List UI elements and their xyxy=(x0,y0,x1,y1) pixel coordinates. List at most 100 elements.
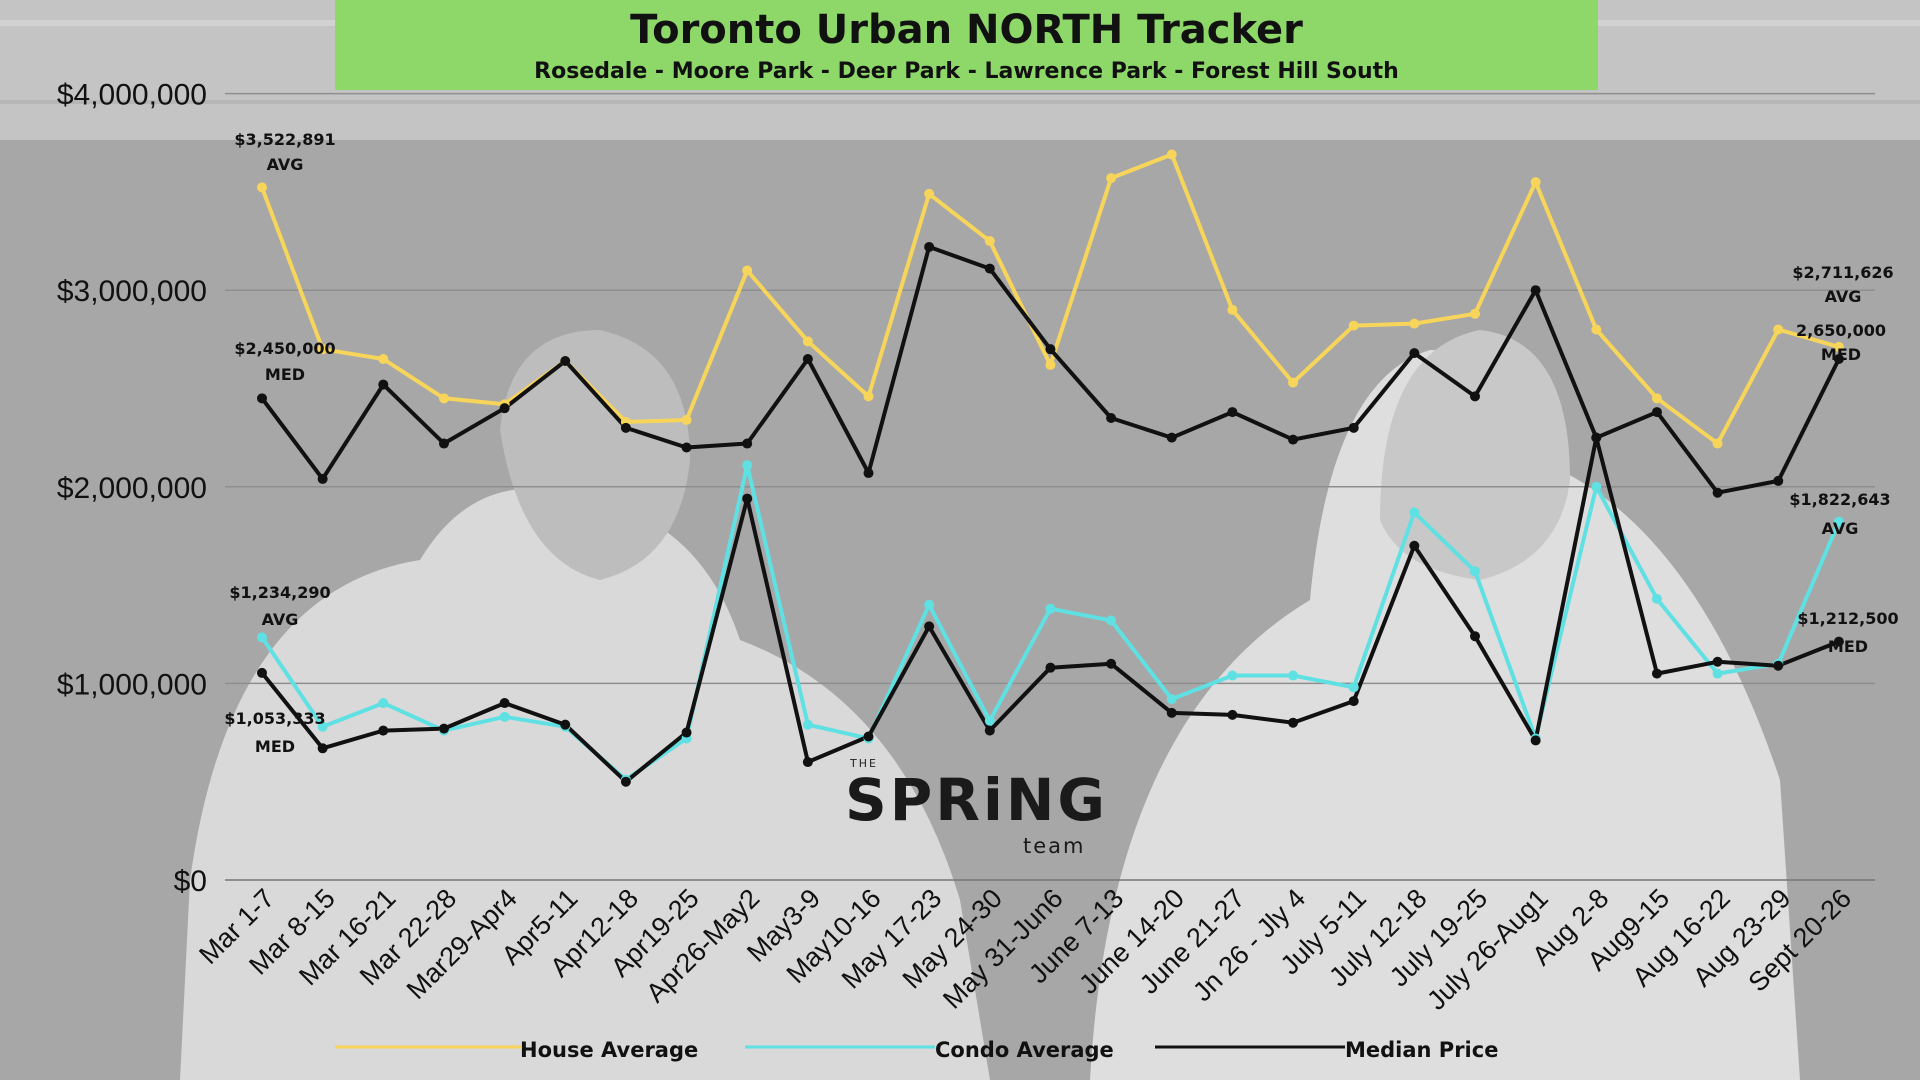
y-tick-label: $4,000,000 xyxy=(57,79,207,112)
data-point xyxy=(317,721,328,732)
annotation-value: $2,450,000 xyxy=(234,339,335,358)
data-point xyxy=(1166,707,1177,718)
data-point xyxy=(1591,324,1602,335)
data-point xyxy=(924,188,935,199)
data-point xyxy=(1833,341,1844,352)
annotation-tag: MED xyxy=(265,365,305,384)
data-point xyxy=(1651,393,1662,404)
data-point xyxy=(681,414,692,425)
annotation-tag: AVG xyxy=(1822,519,1859,538)
annotation-value: $1,212,500 xyxy=(1797,609,1898,628)
data-point xyxy=(1833,354,1844,365)
data-point xyxy=(984,236,995,247)
data-point xyxy=(1409,348,1420,359)
logo-the: THE xyxy=(850,757,878,770)
data-point xyxy=(1106,173,1117,184)
chart-subtitle: Rosedale - Moore Park - Deer Park - Lawr… xyxy=(534,59,1399,84)
data-point xyxy=(1712,668,1723,679)
data-point xyxy=(378,354,389,365)
data-point xyxy=(1773,660,1784,671)
data-point xyxy=(438,723,449,734)
data-point xyxy=(1591,432,1602,443)
data-point xyxy=(499,698,510,709)
data-point xyxy=(560,355,571,366)
y-tick-label: $1,000,000 xyxy=(57,668,207,701)
data-point xyxy=(1773,324,1784,335)
data-point xyxy=(1227,407,1238,418)
y-tick-label: $3,000,000 xyxy=(57,275,207,308)
data-point xyxy=(1348,696,1359,707)
data-point xyxy=(742,460,753,471)
data-point xyxy=(317,473,328,484)
data-point xyxy=(984,715,995,726)
annotation-value: $1,234,290 xyxy=(229,583,330,602)
data-point xyxy=(1288,717,1299,728)
data-point xyxy=(863,731,874,742)
data-point xyxy=(1833,636,1844,647)
data-point xyxy=(802,354,813,365)
data-point xyxy=(1470,631,1480,642)
data-point xyxy=(1409,507,1420,518)
data-point xyxy=(1712,438,1723,449)
annotation-tag: AVG xyxy=(267,155,304,174)
data-point xyxy=(1227,670,1238,681)
data-point xyxy=(1348,320,1359,331)
data-point xyxy=(1651,407,1662,418)
annotation-value: $1,053,333 xyxy=(224,709,325,728)
annotation-tag: MED xyxy=(1828,637,1868,656)
data-point xyxy=(1045,359,1056,370)
data-point xyxy=(1591,481,1602,492)
data-point xyxy=(1045,344,1056,355)
data-point xyxy=(1106,658,1117,669)
data-labels: $3,522,891 AVG $2,450,000 MED $1,234,290 AVG $… xyxy=(224,130,1898,756)
data-point xyxy=(924,599,935,610)
annotation-tag: AVG xyxy=(262,610,299,629)
y-tick-label: $0 xyxy=(174,865,207,898)
data-point xyxy=(1651,668,1662,679)
data-point xyxy=(257,182,267,193)
annotation-value: 2,650,000 xyxy=(1796,321,1886,340)
series-line-2 xyxy=(260,463,1841,782)
data-point xyxy=(802,757,813,768)
data-point xyxy=(1712,656,1723,667)
annotation-tag: MED xyxy=(1821,345,1861,364)
data-point xyxy=(1651,593,1662,604)
data-point xyxy=(499,403,510,414)
data-point xyxy=(1348,422,1359,433)
series-lines xyxy=(260,152,1841,784)
data-point xyxy=(1288,670,1299,681)
data-point xyxy=(863,468,874,479)
data-point xyxy=(742,438,753,449)
annotation-value: $2,711,626 xyxy=(1792,263,1893,282)
data-point xyxy=(1166,149,1177,160)
data-point xyxy=(863,391,874,402)
data-point xyxy=(438,393,449,404)
chart-title: Toronto Urban NORTH Tracker xyxy=(630,7,1303,53)
data-point xyxy=(681,442,692,453)
data-point xyxy=(1288,434,1299,445)
data-point xyxy=(984,725,995,736)
data-point xyxy=(1470,391,1480,402)
data-point xyxy=(742,265,753,276)
data-point xyxy=(1227,709,1238,720)
y-tick-label: $2,000,000 xyxy=(57,472,207,505)
series-line-1 xyxy=(260,152,1840,446)
data-point xyxy=(1530,285,1541,296)
data-point xyxy=(924,621,935,632)
title-banner: Toronto Urban NORTH Tracker Rosedale - M… xyxy=(335,0,1598,90)
spring-team-logo: THE SPRiNG team xyxy=(845,752,1105,862)
legend-label: House Average xyxy=(520,1038,698,1062)
data-point xyxy=(560,719,571,730)
data-point xyxy=(1470,566,1480,577)
legend: House Average Condo Average Median Price xyxy=(335,1038,1498,1062)
data-point xyxy=(438,438,449,449)
data-point xyxy=(620,776,631,787)
data-point xyxy=(378,698,389,709)
annotation-value: $1,822,643 xyxy=(1789,490,1890,509)
data-point xyxy=(317,344,328,355)
data-point xyxy=(620,422,631,433)
legend-label: Median Price xyxy=(1345,1038,1498,1062)
y-axis-ticks: $0 $1,000,000 $2,000,000 $3,000,000 $4,000,0… xyxy=(57,79,207,898)
data-point xyxy=(681,727,692,738)
